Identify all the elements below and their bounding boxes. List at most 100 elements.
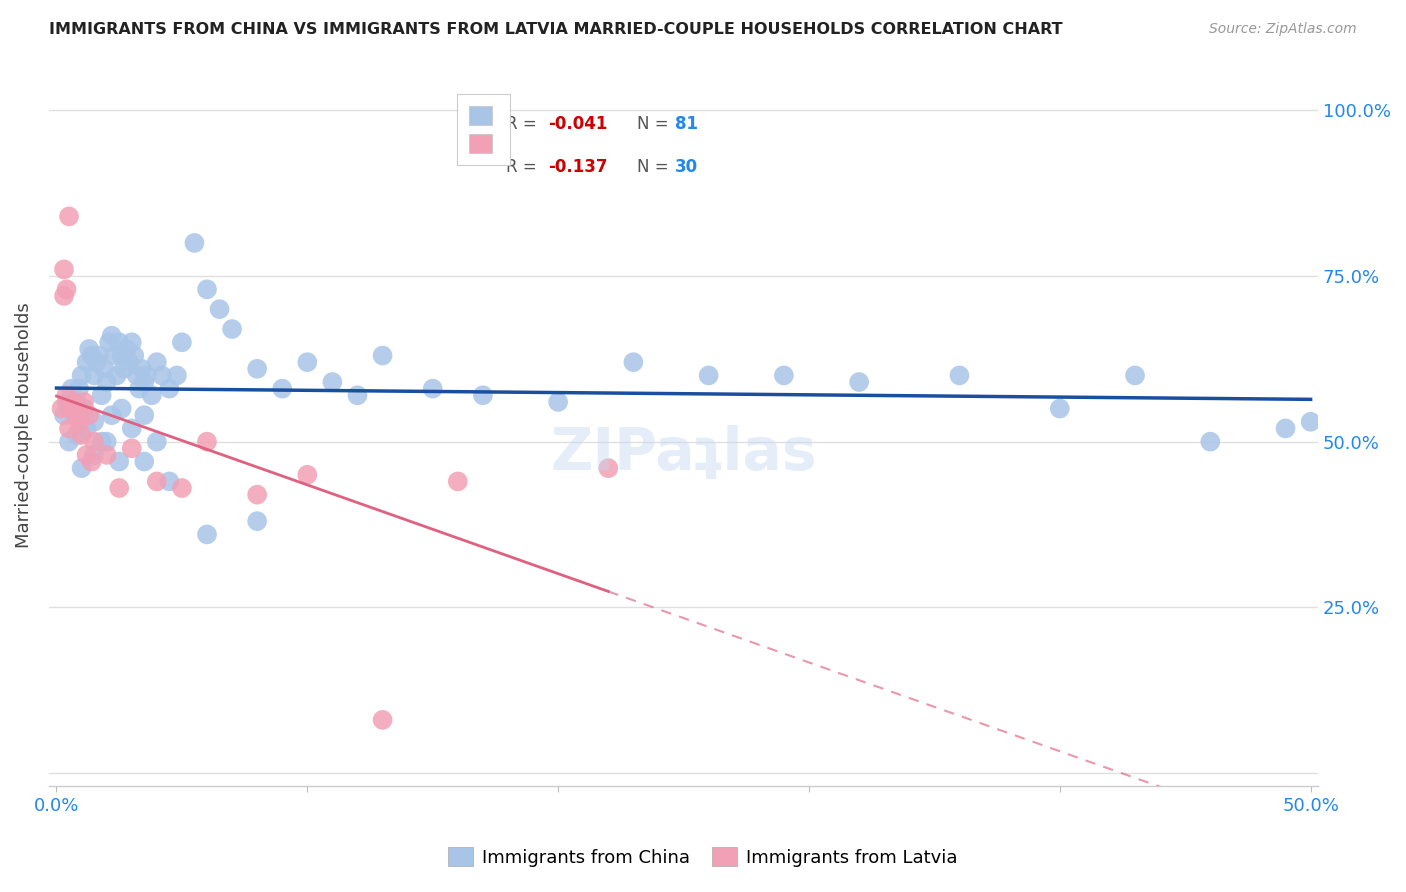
Point	[135, 368, 157, 383]
Point	[621, 355, 644, 369]
Point	[58, 401, 80, 416]
Point	[67, 408, 90, 422]
Point	[195, 282, 218, 296]
Point	[73, 395, 96, 409]
Point	[73, 401, 96, 416]
Point	[146, 434, 169, 449]
Point	[67, 382, 90, 396]
Point	[86, 355, 108, 369]
Point	[121, 421, 143, 435]
Point	[76, 421, 98, 435]
Point	[170, 335, 193, 350]
Point	[134, 408, 156, 422]
Point	[195, 434, 218, 449]
Point	[447, 475, 470, 489]
Point	[53, 289, 76, 303]
Text: ZIPaʇlas: ZIPaʇlas	[550, 425, 817, 483]
Point	[111, 349, 134, 363]
Point	[122, 349, 145, 363]
Point	[246, 361, 269, 376]
Point	[118, 355, 141, 369]
Legend: , : ,	[457, 94, 510, 165]
Point	[146, 355, 169, 369]
Text: 81: 81	[675, 114, 697, 133]
Text: -0.137: -0.137	[548, 158, 607, 176]
Point	[128, 382, 150, 396]
Point	[1123, 368, 1146, 383]
Point	[65, 408, 87, 422]
Point	[93, 361, 115, 376]
Legend: Immigrants from China, Immigrants from Latvia: Immigrants from China, Immigrants from L…	[441, 840, 965, 874]
Point	[111, 401, 134, 416]
Point	[83, 415, 105, 429]
Point	[58, 210, 80, 224]
Text: R =: R =	[506, 114, 541, 133]
Point	[115, 342, 138, 356]
Point	[65, 395, 87, 409]
Point	[63, 408, 86, 422]
Point	[1049, 401, 1071, 416]
Point	[150, 368, 173, 383]
Point	[77, 342, 100, 356]
Point	[58, 421, 80, 435]
Point	[246, 488, 269, 502]
Point	[55, 388, 77, 402]
Point	[131, 361, 153, 376]
Point	[170, 481, 193, 495]
Point	[83, 368, 105, 383]
Point	[80, 454, 103, 468]
Point	[547, 395, 569, 409]
Point	[60, 382, 83, 396]
Point	[948, 368, 970, 383]
Point	[141, 388, 163, 402]
Point	[83, 448, 105, 462]
Point	[76, 448, 98, 462]
Point	[221, 322, 243, 336]
Point	[70, 428, 93, 442]
Point	[63, 395, 86, 409]
Point	[208, 302, 231, 317]
Point	[51, 401, 73, 416]
Point	[77, 408, 100, 422]
Text: N =: N =	[637, 158, 673, 176]
Point	[108, 454, 131, 468]
Point	[80, 349, 103, 363]
Point	[108, 481, 131, 495]
Point	[271, 382, 294, 396]
Point	[134, 454, 156, 468]
Point	[371, 349, 394, 363]
Point	[371, 713, 394, 727]
Point	[183, 235, 205, 250]
Point	[1274, 421, 1296, 435]
Point	[297, 355, 319, 369]
Point	[773, 368, 796, 383]
Point	[166, 368, 188, 383]
Point	[53, 408, 76, 422]
Point	[121, 335, 143, 350]
Point	[697, 368, 720, 383]
Point	[146, 475, 169, 489]
Point	[55, 282, 77, 296]
Point	[195, 527, 218, 541]
Point	[83, 434, 105, 449]
Text: 30: 30	[675, 158, 697, 176]
Point	[157, 382, 180, 396]
Point	[76, 355, 98, 369]
Point	[96, 375, 118, 389]
Point	[105, 368, 128, 383]
Point	[1199, 434, 1222, 449]
Point	[125, 368, 148, 383]
Point	[55, 395, 77, 409]
Point	[90, 388, 112, 402]
Point	[70, 461, 93, 475]
Point	[108, 335, 131, 350]
Point	[598, 461, 620, 475]
Point	[1299, 415, 1322, 429]
Text: R =: R =	[506, 158, 541, 176]
Point	[96, 448, 118, 462]
Point	[246, 514, 269, 528]
Text: Source: ZipAtlas.com: Source: ZipAtlas.com	[1209, 22, 1357, 37]
Text: IMMIGRANTS FROM CHINA VS IMMIGRANTS FROM LATVIA MARRIED-COUPLE HOUSEHOLDS CORREL: IMMIGRANTS FROM CHINA VS IMMIGRANTS FROM…	[49, 22, 1063, 37]
Point	[134, 375, 156, 389]
Point	[53, 262, 76, 277]
